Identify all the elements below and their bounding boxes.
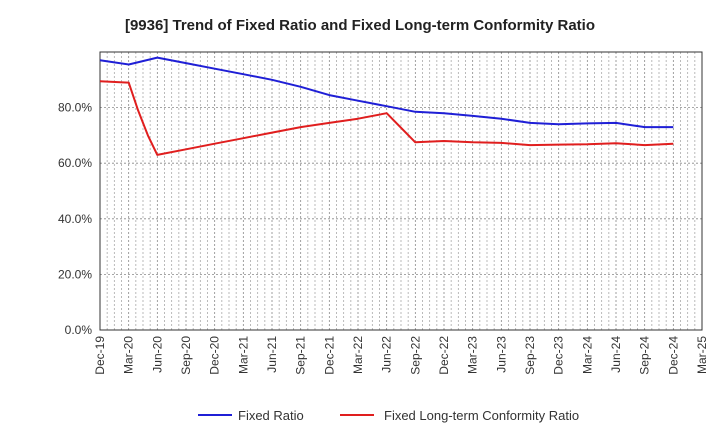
x-tick-label: Mar-22 xyxy=(351,336,365,374)
y-tick-label: 80.0% xyxy=(58,101,92,115)
y-tick-label: 40.0% xyxy=(58,212,92,226)
x-tick-label: Sep-22 xyxy=(408,336,422,375)
x-tick-label: Sep-20 xyxy=(179,336,193,375)
y-axis-ticks: 0.0% 20.0% 40.0% 60.0% 80.0% xyxy=(58,101,92,337)
x-tick-label: Mar-24 xyxy=(580,336,594,374)
x-tick-label: Mar-23 xyxy=(466,336,480,374)
x-tick-label: Mar-20 xyxy=(122,336,136,374)
x-tick-label: Jun-24 xyxy=(609,336,623,373)
chart-title: [9936] Trend of Fixed Ratio and Fixed Lo… xyxy=(125,17,595,34)
x-tick-label: Dec-22 xyxy=(437,336,451,375)
x-tick-label: Mar-25 xyxy=(695,336,709,374)
legend-label: Fixed Ratio xyxy=(238,408,304,423)
x-tick-label: Dec-24 xyxy=(666,336,680,375)
x-tick-label: Jun-22 xyxy=(380,336,394,373)
x-tick-label: Sep-21 xyxy=(294,336,308,375)
x-tick-label: Sep-24 xyxy=(638,336,652,375)
legend: Fixed Ratio Fixed Long-term Conformity Ra… xyxy=(198,408,579,423)
x-tick-label: Mar-21 xyxy=(236,336,250,374)
x-tick-label: Dec-21 xyxy=(322,336,336,375)
y-tick-label: 60.0% xyxy=(58,156,92,170)
x-tick-label: Jun-20 xyxy=(150,336,164,373)
y-tick-label: 0.0% xyxy=(65,323,93,337)
y-tick-label: 20.0% xyxy=(58,267,92,281)
series-line-fixed-ratio xyxy=(99,56,674,129)
x-axis-ticks: Dec-19 Mar-20 Jun-20 Sep-20 Dec-20 Mar-21 Jun-… xyxy=(93,336,709,375)
x-tick-label: Jun-23 xyxy=(494,336,508,373)
x-tick-label: Jun-21 xyxy=(265,336,279,373)
x-tick-label: Dec-19 xyxy=(93,336,107,375)
series-line-fixed-long-term-conformity-ratio xyxy=(99,80,674,156)
x-tick-label: Sep-23 xyxy=(523,336,537,375)
x-tick-label: Dec-20 xyxy=(208,336,222,375)
series-layer xyxy=(99,56,674,156)
x-tick-label: Dec-23 xyxy=(552,336,566,375)
legend-label: Fixed Long-term Conformity Ratio xyxy=(384,408,579,423)
plot-frame xyxy=(99,51,703,331)
grid-layer xyxy=(100,52,702,330)
